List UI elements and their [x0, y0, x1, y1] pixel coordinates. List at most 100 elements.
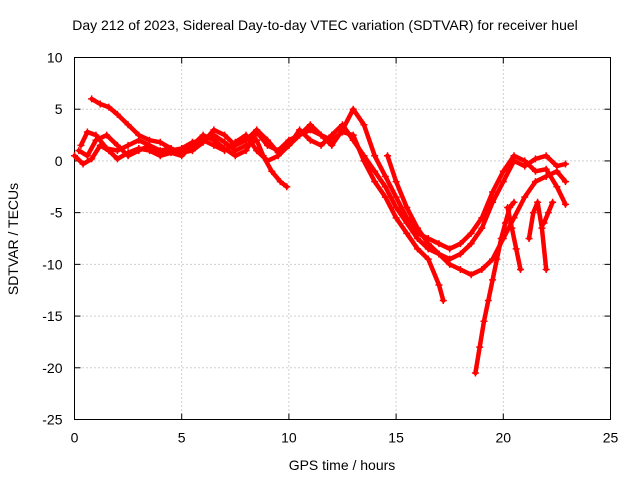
data-point	[79, 160, 87, 168]
y-tick-label: 5	[55, 101, 63, 117]
data-point	[178, 145, 186, 153]
data-point	[561, 178, 569, 186]
x-tick-label: 25	[603, 430, 619, 446]
data-point	[124, 141, 132, 149]
data-point	[553, 167, 561, 175]
x-tick-label: 0	[71, 430, 79, 446]
data-point	[210, 126, 218, 134]
data-point	[371, 167, 379, 175]
data-point	[424, 255, 432, 263]
data-point	[135, 136, 143, 144]
data-point	[403, 203, 411, 211]
data-point	[253, 128, 261, 136]
y-tick-label: -10	[42, 256, 62, 272]
data-point	[105, 103, 113, 111]
data-point	[242, 131, 250, 139]
data-point	[306, 136, 314, 144]
series-line	[78, 122, 446, 303]
data-point	[478, 266, 486, 274]
data-point	[339, 121, 346, 129]
data-point	[540, 219, 548, 227]
data-point	[480, 317, 488, 325]
data-point	[188, 138, 196, 146]
data-point	[178, 152, 186, 160]
data-point	[542, 152, 550, 160]
data-point	[542, 165, 550, 173]
data-point	[456, 250, 464, 258]
data-point	[553, 183, 561, 191]
x-tick-label: 20	[496, 430, 512, 446]
data-point	[231, 138, 239, 146]
data-point	[231, 152, 239, 160]
series-trace-8	[525, 198, 550, 274]
data-point	[414, 235, 422, 242]
data-point	[538, 224, 546, 232]
y-tick-label: -5	[50, 205, 63, 221]
data-point	[392, 214, 400, 222]
data-point	[435, 240, 443, 248]
data-point	[317, 131, 325, 139]
data-point	[263, 141, 271, 149]
data-point	[221, 147, 229, 155]
data-point	[549, 198, 557, 206]
data-point	[274, 152, 282, 160]
series-line	[385, 153, 568, 277]
data-point	[531, 155, 539, 163]
data-point	[521, 162, 529, 170]
data-point	[88, 155, 96, 163]
data-point	[542, 172, 550, 180]
data-point	[283, 183, 291, 191]
data-point	[531, 178, 539, 186]
data-point	[471, 369, 479, 377]
data-point	[478, 224, 486, 232]
data-point	[439, 297, 447, 305]
data-point	[124, 152, 132, 160]
data-point	[96, 100, 104, 108]
x-tick-labels: 0 5 10 15 20 25	[71, 430, 619, 446]
data-point	[167, 147, 175, 155]
data-point	[105, 147, 113, 155]
data-point	[456, 240, 464, 248]
data-point	[103, 131, 111, 139]
data-point	[296, 126, 304, 134]
data-point	[456, 266, 464, 274]
data-point	[75, 147, 83, 155]
x-tick-label: 15	[388, 430, 404, 446]
series-trace-9	[540, 198, 557, 227]
data-point	[435, 250, 443, 258]
data-point	[306, 126, 314, 134]
x-tick-label: 5	[178, 430, 186, 446]
data-point	[403, 219, 411, 227]
data-point	[467, 229, 475, 237]
data-point	[435, 281, 443, 289]
data-point	[88, 95, 96, 103]
data-point	[317, 141, 325, 149]
data-point	[83, 152, 91, 160]
data-point	[501, 219, 509, 227]
data-point	[392, 193, 400, 201]
data-point	[242, 147, 250, 155]
data-point	[424, 240, 432, 248]
data-point	[328, 141, 336, 149]
data-point	[263, 157, 271, 165]
data-point	[268, 167, 276, 175]
data-point	[534, 198, 542, 206]
data-point	[484, 297, 492, 305]
data-point	[92, 136, 100, 144]
data-point	[392, 203, 400, 211]
data-point	[510, 198, 518, 206]
data-point	[493, 255, 501, 263]
data-point	[77, 141, 85, 149]
data-point	[384, 152, 392, 160]
y-tick-label: -25	[42, 412, 62, 428]
data-point	[499, 178, 507, 186]
data-point	[156, 149, 164, 157]
data-point	[285, 141, 293, 149]
data-point	[489, 188, 497, 196]
data-point	[381, 193, 389, 201]
data-point	[135, 147, 143, 155]
data-point	[381, 172, 389, 180]
data-point	[504, 203, 512, 211]
data-point	[561, 160, 569, 168]
